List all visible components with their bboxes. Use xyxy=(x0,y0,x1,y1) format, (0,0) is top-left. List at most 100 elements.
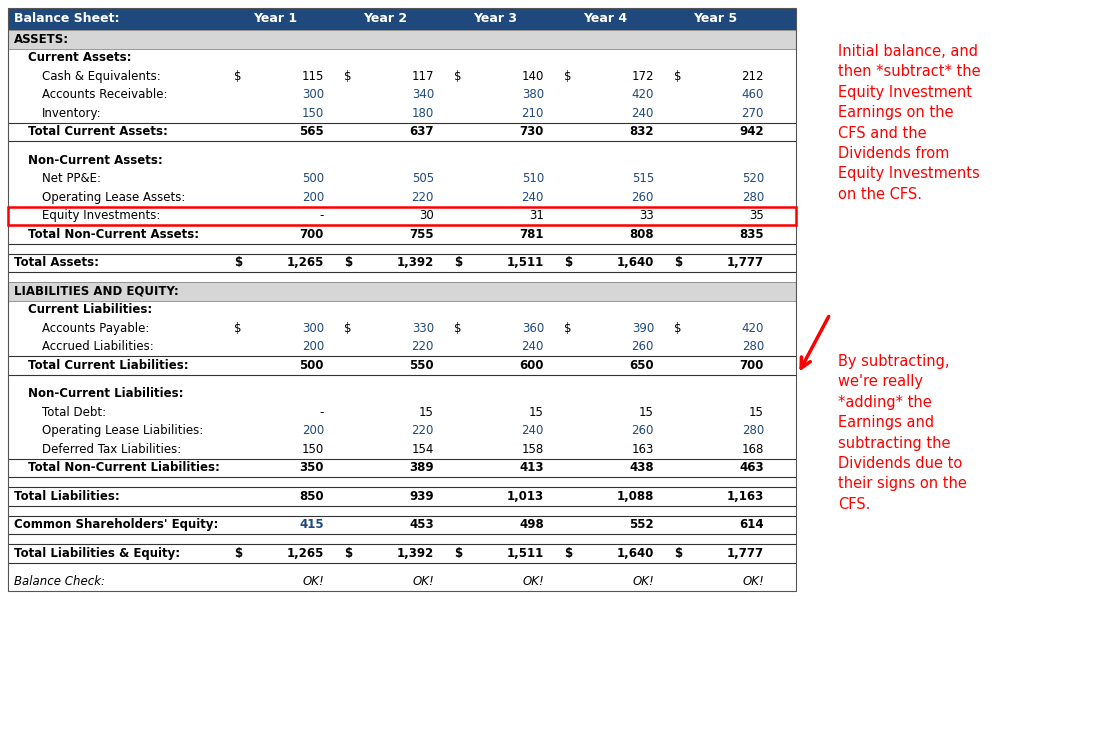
Text: $: $ xyxy=(344,256,352,269)
Text: 15: 15 xyxy=(529,405,544,419)
Text: Total Non-Current Liabilities:: Total Non-Current Liabilities: xyxy=(28,461,220,474)
Text: 260: 260 xyxy=(631,340,654,353)
Text: 220: 220 xyxy=(412,190,434,204)
Text: 565: 565 xyxy=(299,125,323,138)
Text: Balance Sheet:: Balance Sheet: xyxy=(14,13,119,25)
Text: Accounts Payable:: Accounts Payable: xyxy=(42,321,149,335)
Text: 340: 340 xyxy=(412,89,434,101)
Text: 730: 730 xyxy=(520,125,544,138)
Text: Equity Investments:: Equity Investments: xyxy=(42,209,160,222)
Text: 700: 700 xyxy=(299,228,323,241)
Text: 520: 520 xyxy=(742,173,764,185)
Text: 850: 850 xyxy=(299,490,323,503)
Text: 150: 150 xyxy=(301,106,323,120)
Text: 350: 350 xyxy=(299,461,323,474)
Text: $: $ xyxy=(234,256,242,269)
Text: 1,392: 1,392 xyxy=(396,256,434,269)
Text: Current Liabilities:: Current Liabilities: xyxy=(28,304,152,316)
Text: $: $ xyxy=(454,70,461,83)
Text: -: - xyxy=(320,405,323,419)
Text: 700: 700 xyxy=(740,359,764,372)
Text: LIABILITIES AND EQUITY:: LIABILITIES AND EQUITY: xyxy=(14,285,179,298)
Text: 360: 360 xyxy=(522,321,544,335)
Text: Year 2: Year 2 xyxy=(363,13,407,25)
Text: Total Debt:: Total Debt: xyxy=(42,405,106,419)
Text: Net PP&E:: Net PP&E: xyxy=(42,173,100,185)
Text: $: $ xyxy=(564,321,572,335)
Text: Total Assets:: Total Assets: xyxy=(14,256,99,269)
Text: 1,511: 1,511 xyxy=(507,547,544,559)
Text: -: - xyxy=(320,209,323,222)
Text: 117: 117 xyxy=(412,70,434,83)
Text: Total Non-Current Assets:: Total Non-Current Assets: xyxy=(28,228,199,241)
Text: Operating Lease Liabilities:: Operating Lease Liabilities: xyxy=(42,424,203,437)
Text: 15: 15 xyxy=(420,405,434,419)
Text: Accounts Receivable:: Accounts Receivable: xyxy=(42,89,168,101)
Text: 835: 835 xyxy=(740,228,764,241)
Text: Total Current Liabilities:: Total Current Liabilities: xyxy=(28,359,189,372)
Text: 832: 832 xyxy=(629,125,654,138)
Text: 300: 300 xyxy=(301,321,323,335)
Text: 420: 420 xyxy=(631,89,654,101)
Text: 270: 270 xyxy=(742,106,764,120)
Text: 755: 755 xyxy=(410,228,434,241)
Text: $: $ xyxy=(564,256,572,269)
Text: Non-Current Liabilities:: Non-Current Liabilities: xyxy=(28,387,183,400)
Text: Year 5: Year 5 xyxy=(693,13,737,25)
Text: 115: 115 xyxy=(301,70,323,83)
Text: $: $ xyxy=(234,70,242,83)
Text: Non-Current Assets:: Non-Current Assets: xyxy=(28,154,162,167)
Text: Total Liabilities:: Total Liabilities: xyxy=(14,490,119,503)
Text: 380: 380 xyxy=(522,89,544,101)
Text: Total Liabilities & Equity:: Total Liabilities & Equity: xyxy=(14,547,180,559)
FancyArrowPatch shape xyxy=(802,316,829,368)
Text: 280: 280 xyxy=(742,190,764,204)
Text: Balance Check:: Balance Check: xyxy=(14,575,105,589)
Text: 1,777: 1,777 xyxy=(726,547,764,559)
Text: 300: 300 xyxy=(301,89,323,101)
Text: 200: 200 xyxy=(301,340,323,353)
Bar xyxy=(8,207,796,225)
Text: 505: 505 xyxy=(412,173,434,185)
Text: $: $ xyxy=(234,547,242,559)
Text: 220: 220 xyxy=(412,340,434,353)
Text: 1,265: 1,265 xyxy=(287,256,323,269)
Text: $: $ xyxy=(564,547,572,559)
Text: By subtracting,
we're really
*adding* the
Earnings and
subtracting the
Dividends: By subtracting, we're really *adding* th… xyxy=(838,354,967,512)
Text: Deferred Tax Liabilities:: Deferred Tax Liabilities: xyxy=(42,443,181,456)
Text: $: $ xyxy=(454,321,461,335)
Text: 240: 240 xyxy=(631,106,654,120)
Text: $: $ xyxy=(675,321,681,335)
Text: 453: 453 xyxy=(410,519,434,531)
Text: 15: 15 xyxy=(639,405,654,419)
Text: 158: 158 xyxy=(522,443,544,456)
Text: Year 1: Year 1 xyxy=(253,13,297,25)
Text: 1,777: 1,777 xyxy=(726,256,764,269)
Text: 510: 510 xyxy=(522,173,544,185)
Text: 1,392: 1,392 xyxy=(396,547,434,559)
Text: Year 4: Year 4 xyxy=(583,13,627,25)
Bar xyxy=(8,8,796,30)
Text: Initial balance, and
then *subtract* the
Equity Investment
Earnings on the
CFS a: Initial balance, and then *subtract* the… xyxy=(838,44,980,202)
Text: 31: 31 xyxy=(529,209,544,222)
Text: 200: 200 xyxy=(301,424,323,437)
Text: $: $ xyxy=(675,70,681,83)
Text: $: $ xyxy=(454,256,463,269)
Text: 15: 15 xyxy=(750,405,764,419)
Bar xyxy=(8,30,796,48)
Text: 140: 140 xyxy=(521,70,544,83)
Text: 168: 168 xyxy=(742,443,764,456)
Text: 172: 172 xyxy=(631,70,654,83)
Text: 1,640: 1,640 xyxy=(617,547,654,559)
Text: 212: 212 xyxy=(742,70,764,83)
Text: $: $ xyxy=(344,321,351,335)
Text: 33: 33 xyxy=(639,209,654,222)
Text: 942: 942 xyxy=(740,125,764,138)
Text: 30: 30 xyxy=(420,209,434,222)
Text: $: $ xyxy=(344,70,351,83)
Bar xyxy=(8,282,796,301)
Text: OK!: OK! xyxy=(522,575,544,589)
Text: 150: 150 xyxy=(301,443,323,456)
Text: 614: 614 xyxy=(740,519,764,531)
Text: 260: 260 xyxy=(631,190,654,204)
